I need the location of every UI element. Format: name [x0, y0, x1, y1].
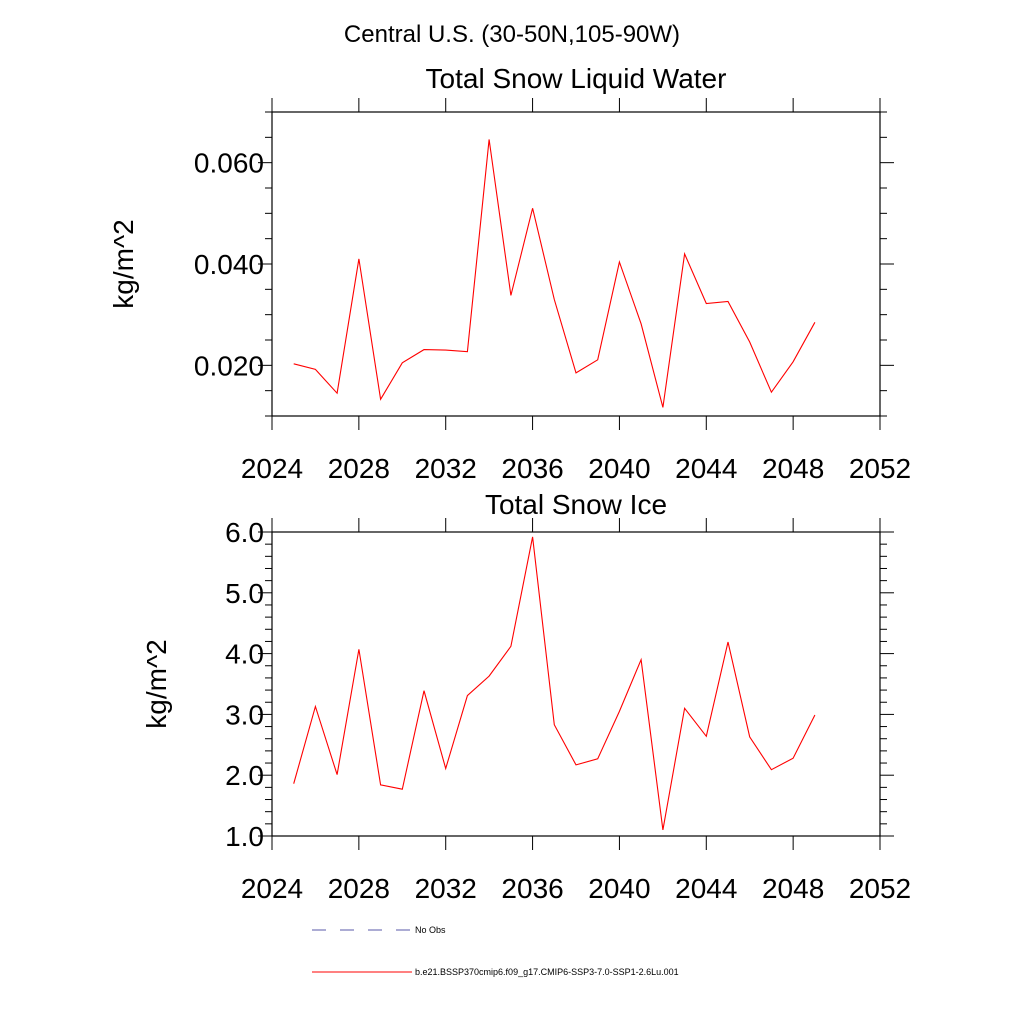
y-tick-label: 5.0	[225, 578, 264, 609]
x-tick-label: 2032	[415, 453, 477, 484]
panel-title: Total Snow Liquid Water	[426, 63, 727, 94]
y-tick-label: 6.0	[225, 517, 264, 548]
plot-frame	[271, 111, 881, 417]
y-tick-label: 1.0	[225, 821, 264, 852]
x-tick-label: 2044	[675, 873, 737, 904]
y-axis-label: kg/m^2	[141, 639, 172, 728]
figure-suptitle: Central U.S. (30-50N,105-90W)	[344, 21, 680, 48]
x-tick-label: 2028	[328, 453, 390, 484]
axis-ticks: 2024 2028 2032 2036 2040 2044 2048 2052 1.0 2.0 3.…	[225, 517, 911, 904]
series-line	[293, 536, 816, 830]
plot-area	[293, 139, 816, 408]
x-tick-label: 2036	[501, 453, 563, 484]
panel-snow-liquid-water: Total Snow Liquid Water kg/m^2 2024 2028 2…	[108, 63, 911, 484]
y-tick-label: 4.0	[225, 639, 264, 670]
x-tick-label: 2040	[588, 873, 650, 904]
y-tick-label: 0.060	[194, 148, 264, 179]
x-tick-label: 2048	[762, 873, 824, 904]
panel-snow-ice: Total Snow Ice kg/m^2 2024 2028 2032 2036 20…	[141, 489, 911, 904]
x-tick-label: 2036	[501, 873, 563, 904]
x-tick-label: 2052	[849, 453, 911, 484]
legend: No Obs b.e21.BSSP370cmip6.f09_g17.CMIP6-…	[312, 925, 679, 977]
series-line	[293, 139, 816, 408]
plot-area	[293, 536, 816, 830]
panel-title: Total Snow Ice	[485, 489, 667, 520]
x-tick-label: 2044	[675, 453, 737, 484]
x-tick-label: 2024	[241, 453, 303, 484]
legend-label-no-obs: No Obs	[415, 925, 446, 935]
y-tick-label: 0.040	[194, 249, 264, 280]
plot-frame	[271, 531, 881, 837]
y-tick-label: 2.0	[225, 760, 264, 791]
x-tick-label: 2040	[588, 453, 650, 484]
x-tick-label: 2052	[849, 873, 911, 904]
legend-label-model-run: b.e21.BSSP370cmip6.f09_g17.CMIP6-SSP3-7.…	[415, 967, 679, 977]
x-tick-label: 2024	[241, 873, 303, 904]
y-tick-label: 3.0	[225, 699, 264, 730]
x-tick-label: 2028	[328, 873, 390, 904]
x-tick-label: 2048	[762, 453, 824, 484]
y-tick-label: 0.020	[194, 350, 264, 381]
x-tick-label: 2032	[415, 873, 477, 904]
y-axis-label: kg/m^2	[108, 219, 139, 308]
axis-ticks: 2024 2028 2032 2036 2040 2044 2048 2052 0.020 0.0…	[194, 98, 911, 484]
